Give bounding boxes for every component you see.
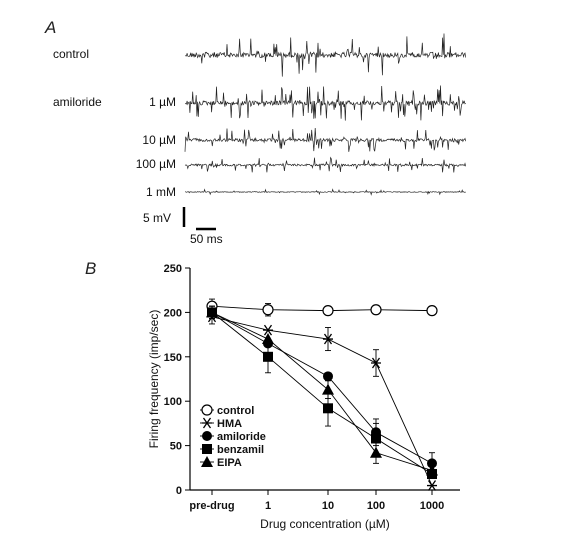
point-control bbox=[426, 305, 438, 317]
legend-marker-benzamil bbox=[202, 444, 212, 454]
y-tick-label: 200 bbox=[164, 307, 182, 319]
y-tick-label: 250 bbox=[164, 263, 182, 275]
x-tick-label: 10 bbox=[322, 500, 334, 512]
y-tick-label: 100 bbox=[164, 396, 182, 408]
point-HMA bbox=[323, 333, 333, 345]
x-tick-label: 1000 bbox=[420, 500, 444, 512]
legend-marker-EIPA bbox=[201, 456, 213, 467]
point-HMA bbox=[371, 357, 381, 369]
series-control bbox=[206, 298, 438, 317]
legend-marker-amiloride bbox=[202, 431, 212, 441]
point-benzamil bbox=[323, 403, 333, 414]
series-HMA bbox=[207, 309, 437, 491]
series-line-EIPA bbox=[211, 311, 433, 471]
point-control bbox=[262, 304, 274, 316]
trace-label-amiloride: amiloride bbox=[53, 95, 102, 109]
legend-label-amiloride: amiloride bbox=[217, 431, 266, 443]
trace-conc-10uM: 10 µM bbox=[142, 133, 176, 147]
x-tick-label: 100 bbox=[367, 500, 385, 512]
series-line-amiloride bbox=[211, 312, 433, 464]
scale-time-label: 50 ms bbox=[190, 232, 223, 246]
point-amiloride bbox=[427, 458, 437, 469]
point-HMA bbox=[263, 324, 273, 336]
y-tick-label: 0 bbox=[176, 485, 182, 497]
y-tick-label: 50 bbox=[170, 441, 182, 453]
point-amiloride bbox=[207, 307, 217, 318]
point-control bbox=[206, 300, 218, 312]
point-benzamil bbox=[263, 351, 273, 362]
legend-label-benzamil: benzamil bbox=[217, 444, 264, 456]
point-EIPA bbox=[322, 383, 334, 395]
point-control bbox=[322, 305, 334, 317]
recording-trace-1 bbox=[184, 85, 466, 121]
legend-label-control: control bbox=[217, 405, 254, 417]
series-line-benzamil bbox=[211, 312, 433, 475]
recording-trace-3 bbox=[184, 156, 467, 173]
trace-conc-100uM: 100 µM bbox=[135, 157, 176, 171]
series-EIPA bbox=[206, 305, 438, 476]
scale-voltage-label: 5 mV bbox=[143, 211, 172, 225]
x-tick-label: 1 bbox=[265, 500, 271, 512]
legend-marker-control bbox=[201, 404, 213, 416]
legend-label-HMA: HMA bbox=[217, 418, 242, 430]
point-benzamil bbox=[427, 469, 437, 480]
recording-trace-2 bbox=[184, 127, 467, 152]
trace-conc-1uM: 1 µM bbox=[149, 95, 176, 109]
point-EIPA bbox=[370, 446, 382, 458]
y-axis-label: Firing frequency (imp/sec) bbox=[147, 310, 161, 449]
x-tick-label: pre-drug bbox=[189, 500, 234, 512]
recording-trace-4 bbox=[185, 188, 466, 196]
point-control bbox=[370, 304, 382, 316]
recording-traces bbox=[182, 33, 467, 231]
point-amiloride bbox=[371, 427, 381, 438]
panel-a-letter: A bbox=[45, 18, 57, 37]
panel-b-letter: B bbox=[85, 259, 97, 278]
x-axis-label: Drug concentration (µM) bbox=[260, 517, 390, 531]
point-EIPA bbox=[206, 306, 218, 318]
series-benzamil bbox=[207, 305, 437, 480]
recording-trace-0 bbox=[184, 33, 467, 77]
legend-label-EIPA: EIPA bbox=[217, 457, 242, 469]
point-amiloride bbox=[263, 338, 273, 349]
point-HMA bbox=[427, 480, 437, 491]
series-amiloride bbox=[207, 305, 437, 475]
point-EIPA bbox=[262, 333, 274, 345]
point-HMA bbox=[207, 311, 217, 323]
series-line-HMA bbox=[211, 316, 433, 486]
point-benzamil bbox=[207, 307, 217, 318]
point-EIPA bbox=[426, 464, 438, 476]
y-tick-label: 150 bbox=[164, 352, 182, 364]
trace-label-control: control bbox=[53, 47, 90, 61]
series-line-control bbox=[211, 305, 433, 312]
point-amiloride bbox=[323, 371, 333, 382]
point-benzamil bbox=[371, 433, 381, 444]
legend-marker-HMA bbox=[202, 417, 212, 429]
trace-conc-1mM: 1 mM bbox=[146, 185, 176, 199]
